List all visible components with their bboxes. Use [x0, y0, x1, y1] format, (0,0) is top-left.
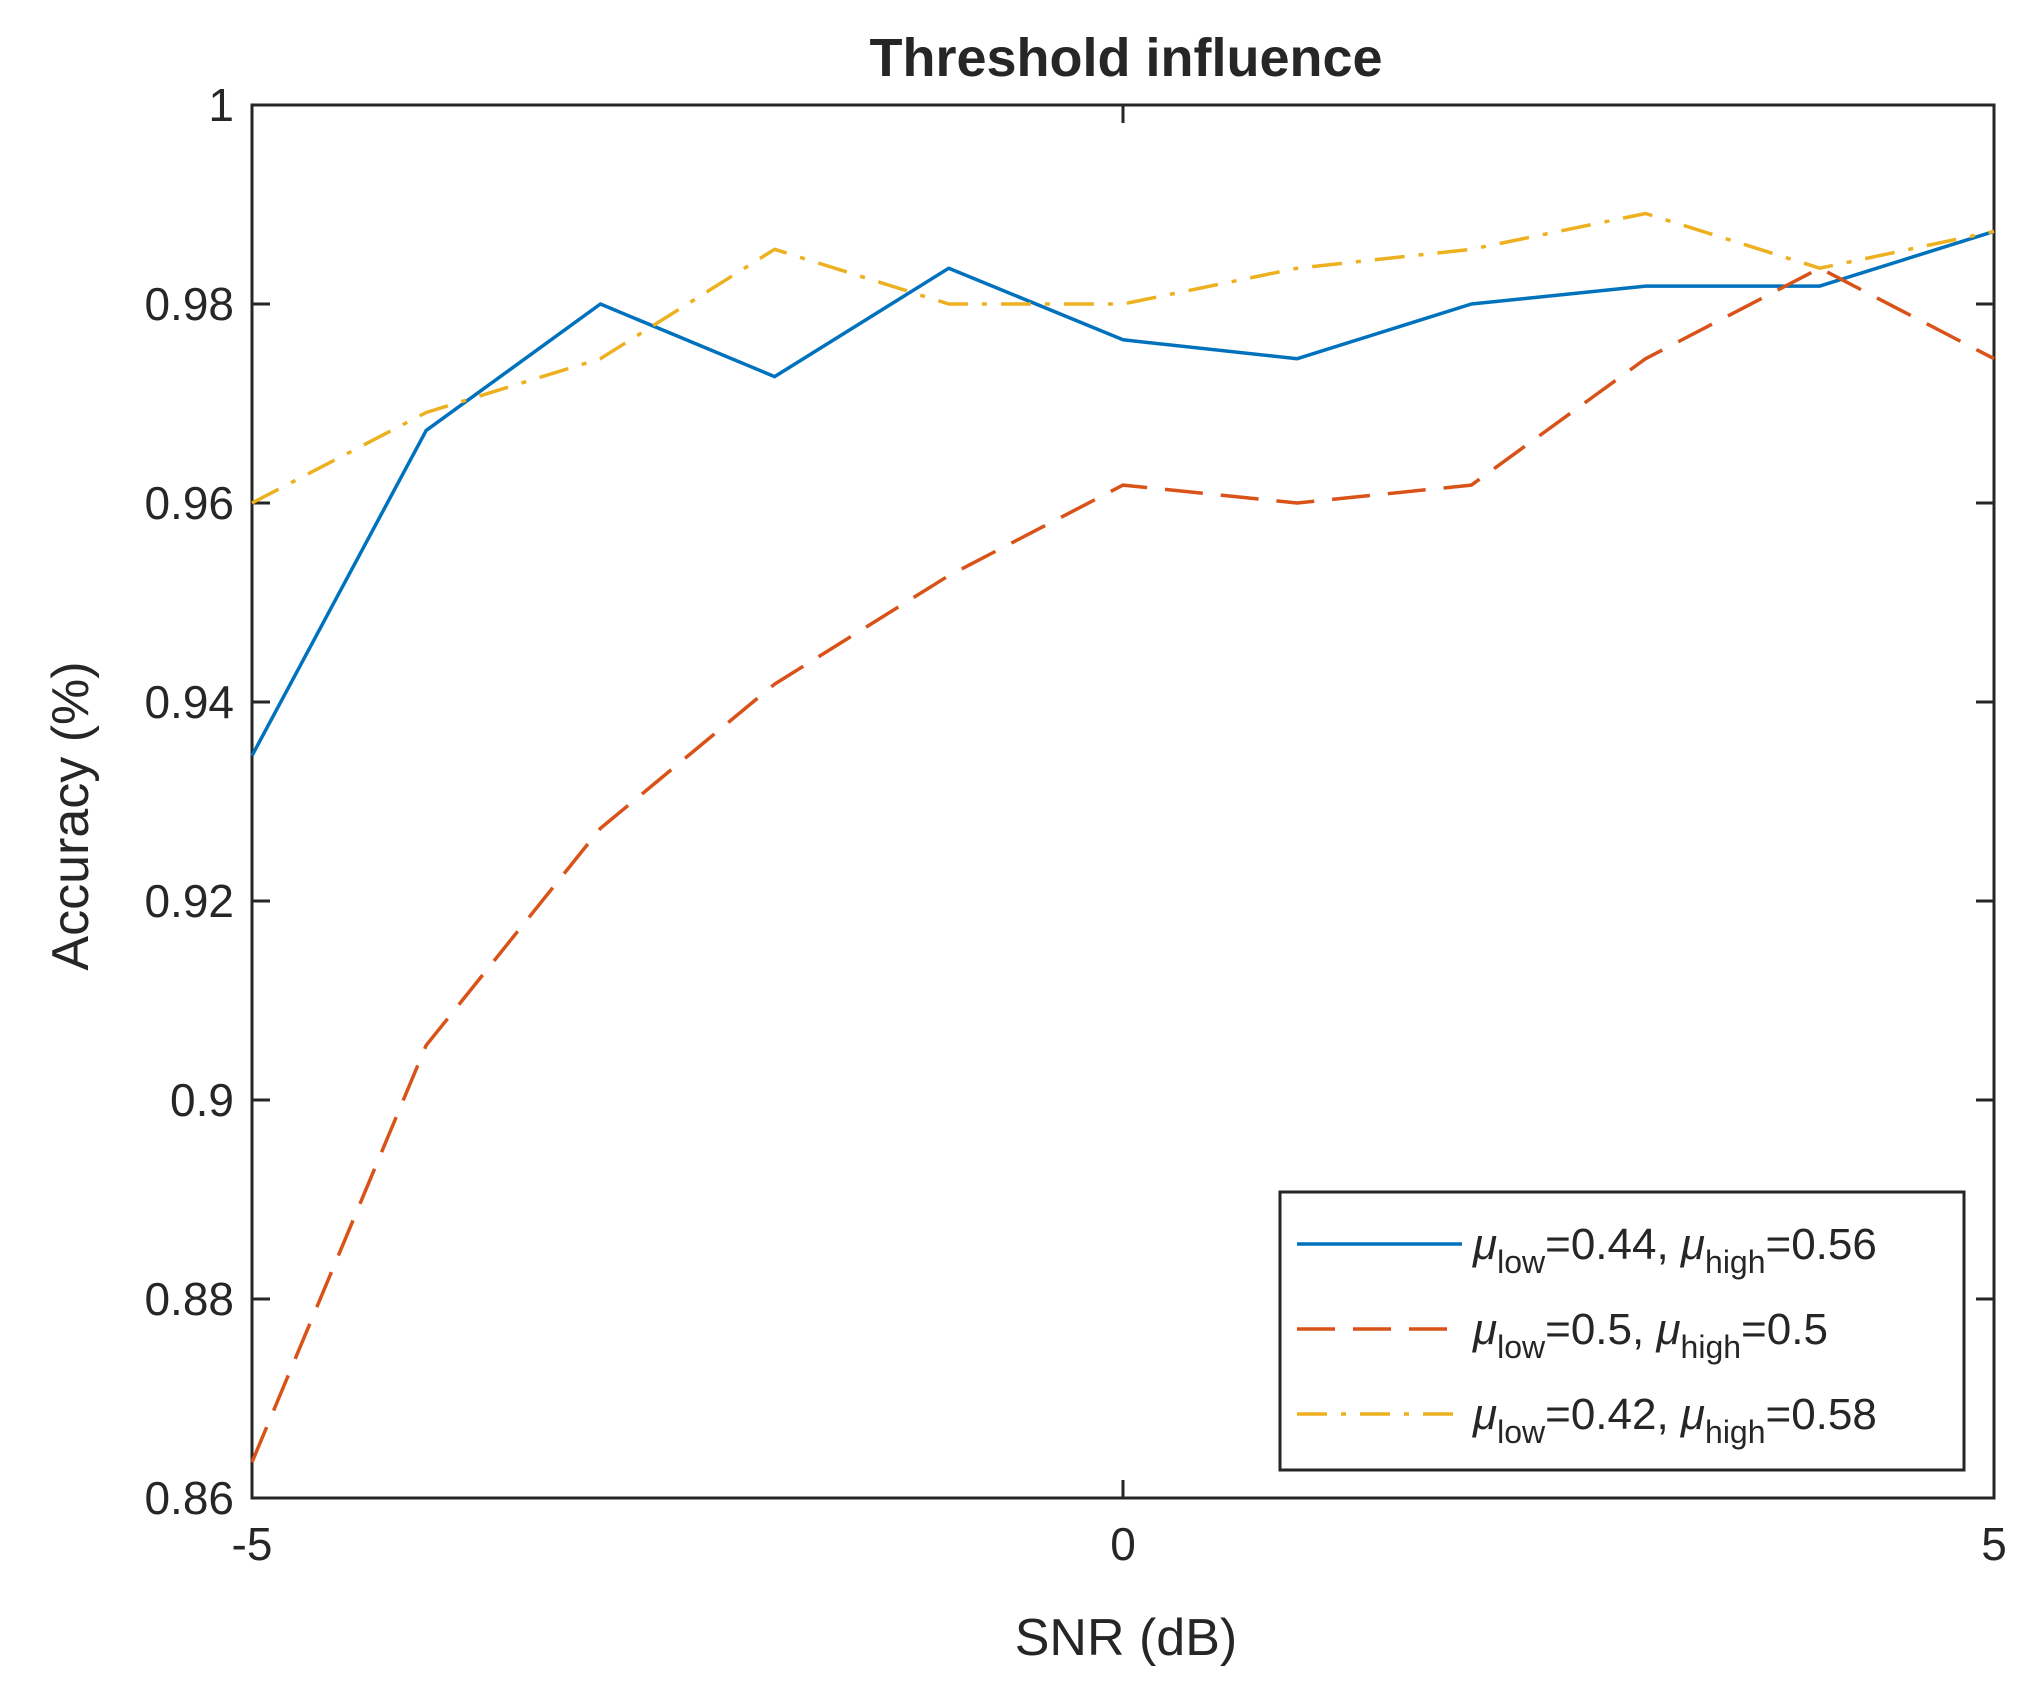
legend-subscript: high — [1705, 1244, 1766, 1280]
series-line-3 — [251, 211, 1995, 505]
legend-text-part: μ — [1472, 1305, 1497, 1354]
legend-label-1: μlow=0.44, μhigh=0.56 — [1472, 1220, 1877, 1280]
x-tick-label: 5 — [1981, 1518, 2007, 1570]
y-tick-label: 0.92 — [144, 875, 234, 927]
legend-subscript: low — [1497, 1329, 1546, 1365]
legend-text-part: =0.42, — [1545, 1390, 1681, 1439]
x-axis-label: SNR (dB) — [1015, 1609, 1237, 1667]
legend-subscript: low — [1497, 1414, 1546, 1450]
legend-text-part: =0.44, — [1545, 1220, 1681, 1269]
y-tick-label: 0.88 — [144, 1273, 234, 1325]
legend-text-part: μ — [1680, 1390, 1705, 1439]
legend-text-part: μ — [1472, 1220, 1497, 1269]
legend-text-part: μ — [1655, 1305, 1680, 1354]
legend-text-part: =0.5 — [1741, 1305, 1828, 1354]
y-tick-label: 1 — [208, 79, 234, 131]
legend-text-part: =0.56 — [1766, 1220, 1877, 1269]
legend-text-part: =0.58 — [1766, 1390, 1877, 1439]
legend-text-part: =0.5, — [1545, 1305, 1656, 1354]
y-tick-label: 0.86 — [144, 1472, 234, 1524]
y-tick-label: 0.94 — [144, 676, 234, 728]
legend-subscript: high — [1705, 1414, 1766, 1450]
legend-box — [1278, 1190, 1966, 1472]
legend-text-part: μ — [1472, 1390, 1497, 1439]
legend-subscript: low — [1497, 1244, 1546, 1280]
y-axis-label: Accuracy (%) — [42, 661, 100, 970]
legend-text-part: μ — [1680, 1220, 1705, 1269]
x-tick-label: 0 — [1110, 1518, 1136, 1570]
chart-title: Threshold influence — [869, 28, 1382, 88]
y-tick-label: 0.98 — [144, 278, 234, 330]
y-tick-label: 0.9 — [170, 1074, 234, 1126]
legend-label-3: μlow=0.42, μhigh=0.58 — [1472, 1390, 1877, 1450]
legend-subscript: high — [1681, 1329, 1742, 1365]
series-line-1 — [250, 229, 1995, 757]
plot-layer: 0.860.880.90.920.940.960.981-5 0 5μlow=0.4… — [144, 79, 2006, 1570]
y-tick-label: 0.96 — [144, 477, 234, 529]
legend-label-2: μlow=0.5, μhigh=0.5 — [1472, 1305, 1828, 1365]
series-line-2 — [250, 266, 1995, 1463]
x-tick-label: -5 — [232, 1518, 273, 1570]
